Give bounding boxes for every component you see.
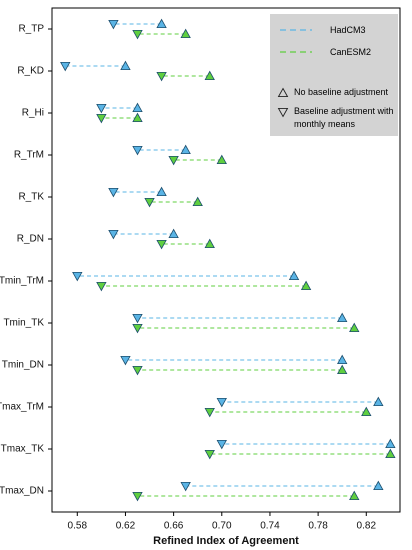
x-tick-label: 0.70 bbox=[212, 521, 232, 532]
y-tick-label: Tmin_TrM bbox=[0, 276, 44, 287]
marker bbox=[60, 62, 71, 72]
plot-frame bbox=[51, 7, 401, 513]
marker bbox=[108, 230, 119, 240]
marker bbox=[349, 490, 360, 500]
marker bbox=[108, 188, 119, 198]
legend-marker bbox=[277, 107, 289, 118]
x-tick-label: 0.82 bbox=[357, 521, 377, 532]
marker bbox=[120, 356, 131, 366]
marker bbox=[300, 280, 312, 290]
marker bbox=[120, 60, 131, 70]
legend-marker-shape bbox=[277, 107, 289, 118]
x-tick-label: 0.62 bbox=[116, 521, 136, 532]
x-axis-label: Refined Index of Agreement bbox=[153, 535, 299, 547]
marker bbox=[204, 450, 215, 460]
y-tick-label: R_TrM bbox=[14, 150, 44, 161]
marker bbox=[180, 28, 191, 38]
marker bbox=[337, 364, 348, 374]
marker bbox=[204, 70, 215, 80]
marker bbox=[373, 480, 384, 490]
legend-swatch bbox=[280, 51, 312, 53]
marker bbox=[361, 406, 372, 416]
marker bbox=[204, 238, 215, 248]
legend-marker bbox=[277, 87, 289, 98]
marker bbox=[132, 112, 143, 122]
marker bbox=[385, 438, 396, 448]
marker bbox=[180, 482, 191, 492]
legend-label: CanESM2 bbox=[330, 47, 372, 57]
marker bbox=[337, 312, 348, 322]
y-tick-label: R_KD bbox=[17, 66, 44, 77]
x-tick-label: 0.66 bbox=[164, 521, 184, 532]
legend-label: HadCM3 bbox=[330, 25, 366, 35]
y-tick-label: R_TK bbox=[18, 192, 44, 203]
y-tick-label: R_Hi bbox=[22, 108, 44, 119]
marker bbox=[96, 282, 107, 292]
marker bbox=[132, 314, 143, 324]
marker bbox=[216, 440, 227, 450]
marker bbox=[132, 30, 143, 40]
marker bbox=[216, 398, 227, 408]
y-tick-label: R_TP bbox=[18, 24, 44, 35]
y-tick-label: R_DN bbox=[17, 234, 44, 245]
x-tick-label: 0.74 bbox=[260, 521, 280, 532]
legend-label: Baseline adjustment with monthly means bbox=[294, 106, 394, 129]
marker bbox=[192, 196, 203, 206]
marker bbox=[204, 408, 215, 418]
y-tick-label: Tmax_TK bbox=[1, 444, 45, 455]
marker bbox=[349, 322, 360, 332]
legend: HadCM3 CanESM2 No baseline adjustment Basel… bbox=[270, 14, 398, 136]
x-tick-label: 0.78 bbox=[308, 521, 328, 532]
marker bbox=[108, 20, 119, 30]
marker bbox=[132, 492, 143, 502]
marker bbox=[156, 240, 167, 250]
x-tick-label: 0.58 bbox=[68, 521, 88, 532]
marker bbox=[385, 448, 396, 458]
marker bbox=[156, 72, 167, 82]
marker bbox=[288, 270, 300, 280]
y-tick-label: Tmax_DN bbox=[0, 486, 44, 497]
legend-label: No baseline adjustment bbox=[294, 87, 389, 97]
marker bbox=[144, 198, 155, 208]
marker bbox=[337, 354, 348, 364]
marker bbox=[72, 272, 83, 282]
marker bbox=[216, 154, 227, 164]
y-tick-label: Tmin_TK bbox=[3, 318, 44, 329]
marker bbox=[96, 114, 107, 124]
y-tick-label: Tmin_DN bbox=[2, 360, 44, 371]
marker bbox=[156, 186, 167, 196]
legend-marker-shape bbox=[277, 87, 289, 98]
marker bbox=[132, 102, 143, 112]
marker bbox=[132, 324, 143, 334]
marker bbox=[373, 396, 384, 406]
marker bbox=[132, 146, 143, 156]
marker bbox=[96, 104, 107, 114]
legend-swatch bbox=[280, 29, 312, 31]
marker bbox=[180, 144, 191, 154]
marker bbox=[132, 366, 143, 376]
y-tick-label: Tmax_TrM bbox=[0, 402, 44, 413]
marker bbox=[168, 156, 179, 166]
marker bbox=[156, 18, 167, 28]
marker bbox=[168, 228, 179, 238]
